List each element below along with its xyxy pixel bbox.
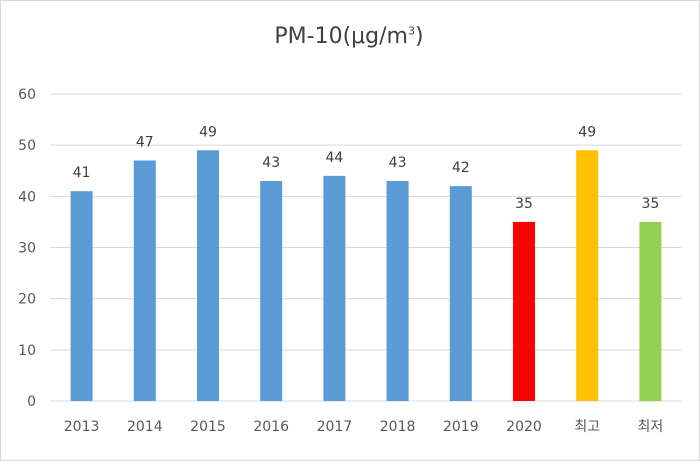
x-tick-label: 최고 xyxy=(574,419,600,435)
bar xyxy=(450,186,472,401)
x-tick-label: 2017 xyxy=(317,419,353,435)
y-axis: 0 10 20 30 40 50 60 xyxy=(18,87,36,410)
y-tick-label: 60 xyxy=(18,87,36,103)
bar xyxy=(134,161,156,401)
data-label: 42 xyxy=(452,160,470,176)
data-label: 49 xyxy=(578,124,596,140)
x-tick-label: 2014 xyxy=(127,419,163,435)
data-label: 43 xyxy=(262,155,280,171)
y-tick-label: 40 xyxy=(18,189,36,205)
x-tick-label: 2016 xyxy=(253,419,289,435)
data-label: 49 xyxy=(199,124,217,140)
x-axis: 2013 2014 2015 2016 2017 2018 2019 2020 최고 최저 xyxy=(64,419,664,435)
x-tick-label: 2015 xyxy=(190,419,226,435)
bar-chart: 0102030405060 41474943 44 43 42354935 2013 2… xyxy=(0,0,700,461)
bars xyxy=(71,150,662,401)
data-label: 35 xyxy=(515,196,533,212)
bar xyxy=(576,150,598,401)
data-label: 44 xyxy=(325,150,343,166)
bar xyxy=(323,176,345,401)
data-labels: 41 47 49 43 44 43 42 35 49 35 xyxy=(73,124,660,212)
y-tick-label: 30 xyxy=(18,241,36,257)
data-label: 35 xyxy=(641,196,659,212)
bar xyxy=(260,181,282,401)
bar xyxy=(197,150,219,401)
bar xyxy=(387,181,409,401)
x-tick-label: 2019 xyxy=(443,419,479,435)
x-tick-label: 최저 xyxy=(638,419,664,435)
y-tick-label: 20 xyxy=(18,292,36,308)
bar xyxy=(71,191,93,401)
y-tick-label: 10 xyxy=(18,343,36,359)
y-tick-label: 0 xyxy=(27,394,36,410)
data-label: 47 xyxy=(136,135,154,151)
y-tick-label: 50 xyxy=(18,138,36,154)
bar xyxy=(639,222,661,401)
bar xyxy=(513,222,535,401)
data-label: 43 xyxy=(389,155,407,171)
x-tick-label: 2013 xyxy=(64,419,100,435)
x-tick-label: 2020 xyxy=(506,419,542,435)
x-tick-label: 2018 xyxy=(380,419,416,435)
data-label: 41 xyxy=(73,165,91,181)
